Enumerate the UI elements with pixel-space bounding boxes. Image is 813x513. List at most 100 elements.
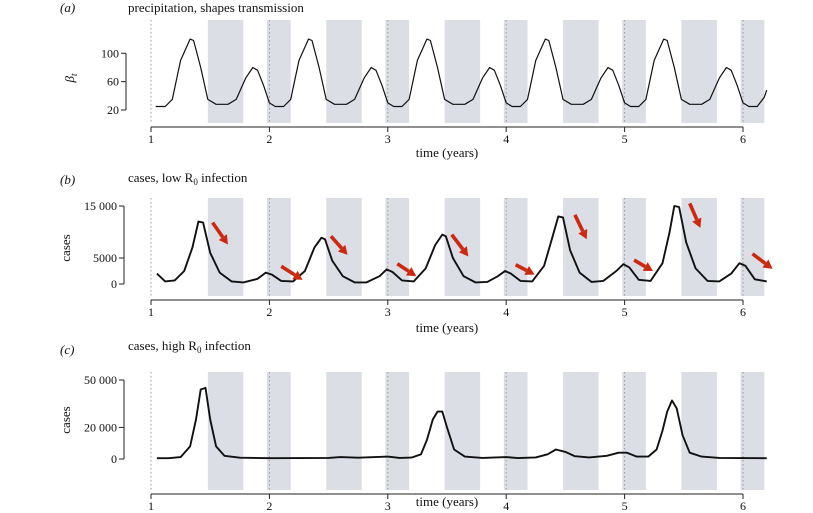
red-arrow-8 (688, 202, 702, 228)
shaded-band-b-9 (740, 198, 765, 296)
panel-a-label: (a) (60, 0, 75, 15)
red-arrow-6 (573, 214, 588, 240)
panel-b: (b) cases, low R0 infection cases time (… (58, 170, 773, 335)
y-tick-label-c-0: 0 (111, 452, 117, 466)
shaded-band-a-0 (207, 20, 244, 123)
shaded-band-a-8 (681, 20, 717, 123)
red-arrow-2 (329, 234, 348, 255)
red-arrow-shaft-8 (688, 202, 699, 221)
red-arrow-head-0 (218, 234, 228, 245)
shaded-band-b-7 (622, 198, 646, 296)
x-tick-label-c-4: 5 (622, 499, 628, 513)
x-tick-label-c-1: 2 (266, 499, 272, 513)
x-tick-label-c-5: 6 (740, 499, 746, 513)
red-arrow-head-3 (405, 267, 417, 277)
x-tick-label-b-3: 4 (503, 305, 509, 319)
shaded-band-c-2 (326, 372, 362, 490)
red-arrow-1 (280, 264, 303, 280)
x-tick-label-a-5: 6 (740, 132, 746, 146)
y-tick-label-c-2: 50 000 (84, 373, 117, 387)
red-arrow-shaft-1 (280, 264, 296, 277)
panel-a: (a) precipitation, shapes transmission β… (60, 0, 768, 160)
shaded-band-c-0 (207, 372, 244, 490)
red-arrow-7 (633, 258, 654, 271)
x-tick-label-b-1: 2 (266, 305, 272, 319)
panel-c-plot: 0 20 000 50 000 1 2 3 4 5 6 (84, 372, 767, 513)
x-tick-label-b-4: 5 (622, 305, 628, 319)
red-arrow-5 (514, 263, 535, 275)
red-arrow-head-7 (642, 262, 654, 271)
panel-c-label: (c) (60, 342, 74, 357)
x-tick-label-a-2: 3 (385, 132, 391, 146)
shaded-band-c-9 (740, 372, 765, 490)
panel-b-xlabel: time (years) (416, 320, 478, 335)
red-arrow-shaft-2 (329, 234, 343, 250)
series-line-b-0 (156, 205, 767, 284)
series-line-a-0 (155, 38, 768, 108)
red-arrow-head-8 (692, 217, 702, 228)
shaded-band-b-0 (207, 198, 244, 296)
series-line-c-0 (156, 386, 767, 460)
shaded-band-c-4 (444, 372, 481, 490)
red-arrow-0 (211, 221, 228, 245)
red-arrow-shaft-7 (633, 258, 647, 269)
red-arrow-shaft-5 (514, 263, 528, 273)
shaded-band-c-8 (681, 372, 717, 490)
red-arrow-shaft-9 (751, 252, 767, 265)
red-arrow-head-5 (524, 266, 535, 275)
x-tick-label-c-3: 4 (503, 499, 509, 513)
x-tick-label-b-2: 3 (385, 305, 391, 319)
shaded-band-a-2 (326, 20, 362, 123)
shaded-band-c-1 (267, 372, 291, 490)
shaded-band-a-3 (385, 20, 410, 123)
shaded-band-a-7 (622, 20, 646, 123)
shaded-band-c-3 (385, 372, 410, 490)
shaded-band-a-4 (444, 20, 481, 123)
y-tick-label-b-1: 5000 (93, 251, 117, 265)
red-arrow-head-1 (292, 270, 303, 280)
shaded-band-b-5 (503, 198, 528, 296)
red-arrow-head-9 (762, 259, 773, 269)
x-tick-label-c-2: 3 (385, 499, 391, 513)
red-arrow-3 (396, 262, 417, 277)
red-arrow-head-4 (458, 246, 469, 257)
panel-a-ylabel: βt (62, 73, 79, 83)
x-tick-label-a-3: 4 (503, 132, 509, 146)
shaded-band-c-6 (563, 372, 599, 490)
panel-a-plot: 20 60 100 1 2 3 4 5 6 (101, 20, 768, 146)
panel-a-xlabel: time (years) (416, 145, 478, 160)
y-tick-label-b-2: 15 000 (84, 199, 117, 213)
panel-c-xlabel: time (years) (416, 494, 478, 509)
y-tick-label-a-2: 100 (101, 46, 119, 60)
x-tick-label-b-5: 6 (740, 305, 746, 319)
x-tick-label-a-0: 1 (148, 132, 154, 146)
panel-c-title: cases, high R0 infection (128, 338, 251, 355)
shaded-band-b-1 (267, 198, 291, 296)
shaded-band-c-5 (503, 372, 528, 490)
x-tick-label-a-4: 5 (622, 132, 628, 146)
red-arrow-shaft-3 (396, 262, 410, 273)
shaded-band-c-7 (622, 372, 646, 490)
y-tick-label-c-1: 20 000 (84, 420, 117, 434)
red-arrow-shaft-0 (211, 221, 225, 239)
red-arrow-head-6 (578, 229, 588, 240)
panel-b-plot: 0 5000 15 000 1 2 3 4 5 6 (84, 198, 773, 319)
red-arrow-shaft-6 (573, 214, 585, 232)
y-tick-label-b-0: 0 (111, 277, 117, 291)
panel-b-label: (b) (60, 172, 75, 187)
x-tick-label-a-1: 2 (266, 132, 272, 146)
shaded-band-a-1 (267, 20, 291, 123)
shaded-band-a-9 (740, 20, 765, 123)
panel-b-title: cases, low R0 infection (128, 170, 248, 187)
y-tick-label-a-0: 20 (107, 103, 119, 117)
x-tick-label-c-0: 1 (148, 499, 154, 513)
y-tick-label-a-1: 60 (107, 75, 119, 89)
panel-c: (c) cases, high R0 infection cases time … (58, 338, 767, 513)
x-tick-label-b-0: 1 (148, 305, 154, 319)
panel-c-ylabel: cases (58, 406, 73, 433)
red-arrow-head-2 (337, 244, 348, 255)
red-arrow-4 (450, 233, 469, 257)
shaded-band-a-5 (503, 20, 528, 123)
red-arrow-9 (751, 252, 773, 269)
